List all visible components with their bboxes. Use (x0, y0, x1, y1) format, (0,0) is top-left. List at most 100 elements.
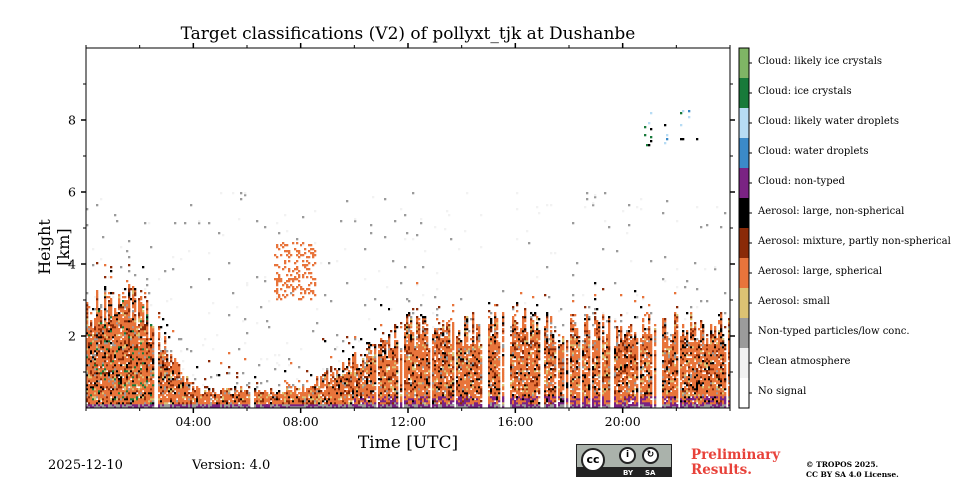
heatmap-cell (426, 386, 429, 389)
heatmap-cell (150, 358, 153, 361)
heatmap-cell (322, 374, 325, 377)
heatmap-cell (434, 388, 437, 391)
heatmap-cell (134, 340, 137, 343)
heatmap-cell (412, 380, 415, 383)
heatmap-cell (120, 400, 123, 403)
heatmap-cell (134, 346, 137, 349)
heatmap-cell (442, 326, 445, 329)
heatmap-cell (316, 388, 319, 391)
heatmap-cell (90, 338, 93, 341)
heatmap-cell (462, 376, 465, 379)
heatmap-cell (232, 406, 235, 409)
heatmap-cell (170, 382, 173, 385)
heatmap-cell (110, 336, 113, 339)
heatmap-cell (344, 398, 347, 401)
heatmap-cell (96, 380, 99, 383)
heatmap-cell (422, 338, 425, 341)
heatmap-cell (330, 392, 333, 395)
heatmap-cell (108, 400, 111, 403)
heatmap-cell (426, 354, 429, 357)
heatmap-cell (332, 404, 335, 407)
heatmap-cell (396, 360, 399, 363)
heatmap-cell (124, 404, 127, 407)
heatmap-cell (446, 362, 449, 365)
heatmap-cell (434, 406, 437, 409)
heatmap-cell (436, 288, 439, 291)
heatmap-cell (126, 360, 129, 363)
heatmap-cell (114, 380, 117, 383)
heatmap-cell (342, 406, 345, 409)
heatmap-cell (366, 360, 369, 363)
heatmap-cell (312, 248, 315, 251)
heatmap-cell (94, 400, 97, 403)
heatmap-cell (354, 336, 357, 339)
heatmap-cell (392, 368, 395, 371)
heatmap-cell (348, 376, 351, 379)
heatmap-cell (466, 340, 469, 343)
heatmap-cell (374, 398, 377, 401)
heatmap-cell (408, 348, 411, 351)
heatmap-cell (416, 396, 419, 399)
heatmap-cell (118, 338, 121, 341)
heatmap-cell (284, 370, 287, 373)
heatmap-cell (110, 334, 113, 337)
heatmap-cell (98, 332, 101, 335)
heatmap-cell (312, 330, 315, 333)
heatmap-cell (108, 398, 111, 401)
heatmap-cell (92, 406, 95, 409)
heatmap-cell (164, 382, 167, 385)
heatmap-cell (364, 404, 367, 407)
heatmap-cell (104, 364, 107, 367)
heatmap-cell (368, 348, 371, 351)
heatmap-cell (322, 394, 325, 397)
heatmap-cell (298, 404, 301, 407)
heatmap-cell (190, 402, 193, 405)
heatmap-cell (380, 384, 383, 387)
heatmap-cell (98, 388, 101, 391)
heatmap-cell (160, 378, 163, 381)
heatmap-cell (140, 392, 143, 395)
heatmap-cell (126, 308, 129, 311)
heatmap-cell (88, 336, 91, 339)
heatmap-cell (456, 372, 459, 375)
heatmap-cell (342, 368, 345, 371)
heatmap-cell (108, 314, 111, 317)
heatmap-cell (410, 342, 413, 345)
heatmap-cell (368, 388, 371, 391)
heatmap-cell (104, 340, 107, 343)
heatmap-cell (104, 354, 107, 357)
heatmap-cell (374, 298, 377, 301)
heatmap-cell (404, 338, 407, 341)
heatmap-cell (116, 398, 119, 401)
heatmap-cell (102, 358, 105, 361)
heatmap-cell (418, 328, 421, 331)
heatmap-cell (144, 330, 147, 333)
heatmap-cell (400, 364, 403, 367)
heatmap-cell (116, 366, 119, 369)
heatmap-cell (128, 298, 131, 301)
heatmap-cell (388, 350, 391, 353)
heatmap-cell (88, 340, 91, 343)
heatmap-cell (452, 330, 455, 333)
heatmap-cell (86, 358, 89, 361)
heatmap-cell (100, 354, 103, 357)
heatmap-cell (166, 358, 169, 361)
heatmap-cell (130, 344, 133, 347)
heatmap-cell (130, 386, 133, 389)
heatmap-cell (456, 376, 459, 379)
heatmap-cell (164, 352, 167, 355)
heatmap-cell (372, 376, 375, 379)
heatmap-cell (386, 402, 389, 405)
heatmap-cell (428, 404, 431, 407)
heatmap-cell (94, 382, 97, 385)
heatmap-cell (114, 354, 117, 357)
heatmap-cell (442, 370, 445, 373)
heatmap-cell (100, 338, 103, 341)
heatmap-cell (98, 308, 101, 311)
heatmap-cell (340, 388, 343, 391)
heatmap-cell (464, 370, 467, 373)
heatmap-cell (96, 296, 99, 299)
heatmap-cell (400, 322, 403, 325)
heatmap-cell (132, 390, 135, 393)
heatmap-cell (176, 378, 179, 381)
